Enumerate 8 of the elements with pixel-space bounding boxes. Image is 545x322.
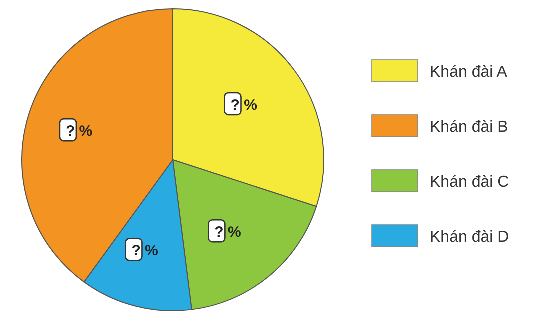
data-label: ? % <box>132 242 158 260</box>
legend-label: Khán đài C <box>430 174 510 191</box>
legend-label: Khán đài D <box>430 229 510 246</box>
data-label: ? % <box>214 224 242 242</box>
data-label: ? % <box>66 123 93 140</box>
data-label: ? % <box>230 96 258 114</box>
legend-label: Khán đài A <box>430 64 508 81</box>
legend-label: Khán đài B <box>430 119 508 136</box>
